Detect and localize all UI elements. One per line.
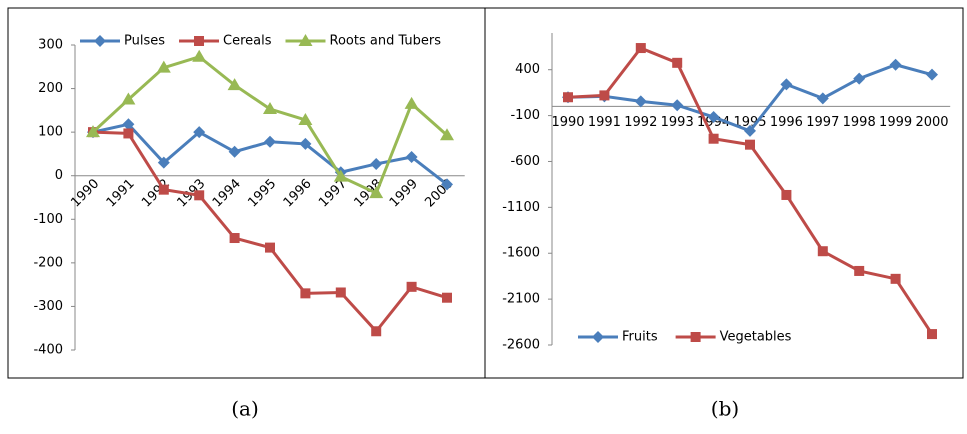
x-tick-label: 1991 bbox=[588, 115, 621, 130]
marker bbox=[817, 246, 828, 257]
marker bbox=[192, 49, 207, 62]
x-tick-label: 1990 bbox=[68, 176, 102, 210]
marker bbox=[194, 190, 205, 201]
marker bbox=[889, 58, 902, 71]
caption: (a) bbox=[231, 397, 259, 421]
marker bbox=[263, 102, 277, 115]
marker bbox=[690, 332, 701, 342]
x-tick-label: 1999 bbox=[387, 176, 421, 210]
marker bbox=[563, 92, 573, 103]
marker bbox=[227, 78, 242, 91]
y-tick-label: 300 bbox=[38, 38, 63, 53]
y-tick-label: 0 bbox=[55, 168, 63, 183]
marker bbox=[335, 287, 346, 298]
marker bbox=[440, 128, 454, 141]
x-tick-label: 1995 bbox=[245, 176, 279, 210]
y-tick-label: 400 bbox=[515, 62, 540, 77]
series-line bbox=[91, 55, 448, 196]
marker bbox=[123, 128, 134, 139]
x-tick-label: 1996 bbox=[281, 176, 315, 210]
marker bbox=[599, 90, 610, 101]
y-tick-label: -100 bbox=[510, 108, 540, 123]
marker bbox=[265, 242, 275, 253]
y-tick-label: -300 bbox=[33, 299, 63, 314]
marker bbox=[229, 233, 240, 244]
marker bbox=[298, 34, 313, 46]
legend-label: Fruits bbox=[622, 330, 658, 345]
series-line bbox=[567, 46, 934, 335]
x-tick-label: 1994 bbox=[210, 176, 244, 210]
marker bbox=[86, 125, 100, 138]
marker bbox=[298, 112, 313, 125]
x-tick-label: 1992 bbox=[624, 115, 657, 130]
y-tick-label: -2100 bbox=[502, 292, 540, 307]
x-tick-label: 1998 bbox=[843, 115, 876, 130]
x-tick-label: 1997 bbox=[806, 115, 839, 130]
y-tick-label: -600 bbox=[510, 154, 540, 169]
marker bbox=[193, 126, 206, 139]
marker bbox=[370, 157, 383, 170]
marker bbox=[121, 92, 136, 105]
x-tick-label: 1996 bbox=[770, 115, 803, 130]
marker bbox=[300, 288, 311, 299]
x-tick-label: 1999 bbox=[879, 115, 912, 130]
y-tick-label: -2600 bbox=[502, 338, 540, 353]
marker bbox=[592, 331, 604, 343]
marker bbox=[157, 156, 170, 169]
marker bbox=[927, 329, 937, 340]
marker bbox=[264, 135, 276, 148]
y-tick-label: 100 bbox=[38, 125, 63, 140]
marker bbox=[299, 137, 312, 150]
marker bbox=[672, 57, 683, 68]
marker bbox=[371, 326, 382, 337]
marker bbox=[926, 68, 938, 81]
marker bbox=[442, 292, 452, 303]
marker bbox=[158, 184, 169, 195]
y-tick-label: -1100 bbox=[502, 200, 540, 215]
x-tick-label: 2000 bbox=[422, 176, 456, 210]
marker bbox=[854, 265, 865, 276]
marker bbox=[405, 150, 418, 163]
y-tick-label: 200 bbox=[38, 81, 63, 96]
marker bbox=[156, 60, 171, 73]
marker bbox=[671, 99, 684, 112]
x-tick-label: 2000 bbox=[915, 115, 948, 130]
marker bbox=[744, 124, 756, 137]
legend-label: Roots and Tubers bbox=[330, 34, 442, 49]
marker bbox=[404, 96, 419, 109]
marker bbox=[369, 186, 384, 199]
marker bbox=[122, 118, 135, 131]
y-tick-label: -200 bbox=[33, 255, 63, 270]
marker bbox=[441, 178, 453, 191]
marker bbox=[333, 169, 348, 182]
legend-label: Pulses bbox=[124, 34, 165, 49]
x-tick-label: 1993 bbox=[661, 115, 694, 130]
marker bbox=[635, 43, 646, 54]
marker bbox=[94, 35, 106, 47]
marker bbox=[194, 36, 205, 46]
marker bbox=[780, 78, 793, 91]
marker bbox=[745, 139, 755, 150]
marker bbox=[406, 281, 417, 292]
marker bbox=[816, 92, 829, 105]
marker bbox=[707, 111, 720, 124]
marker bbox=[634, 95, 647, 108]
marker bbox=[890, 273, 901, 284]
marker bbox=[853, 72, 866, 85]
y-tick-label: -400 bbox=[33, 343, 63, 358]
legend-label: Cereals bbox=[223, 34, 272, 49]
marker bbox=[708, 133, 719, 144]
series-line bbox=[92, 130, 448, 334]
marker bbox=[781, 189, 792, 200]
caption: (b) bbox=[711, 397, 739, 421]
legend-label: Vegetables bbox=[720, 330, 792, 345]
x-tick-label: 1991 bbox=[104, 176, 138, 210]
y-tick-label: -100 bbox=[33, 212, 63, 227]
y-tick-label: -1600 bbox=[502, 246, 540, 261]
marker bbox=[228, 145, 241, 158]
x-tick-label: 1990 bbox=[551, 115, 584, 130]
